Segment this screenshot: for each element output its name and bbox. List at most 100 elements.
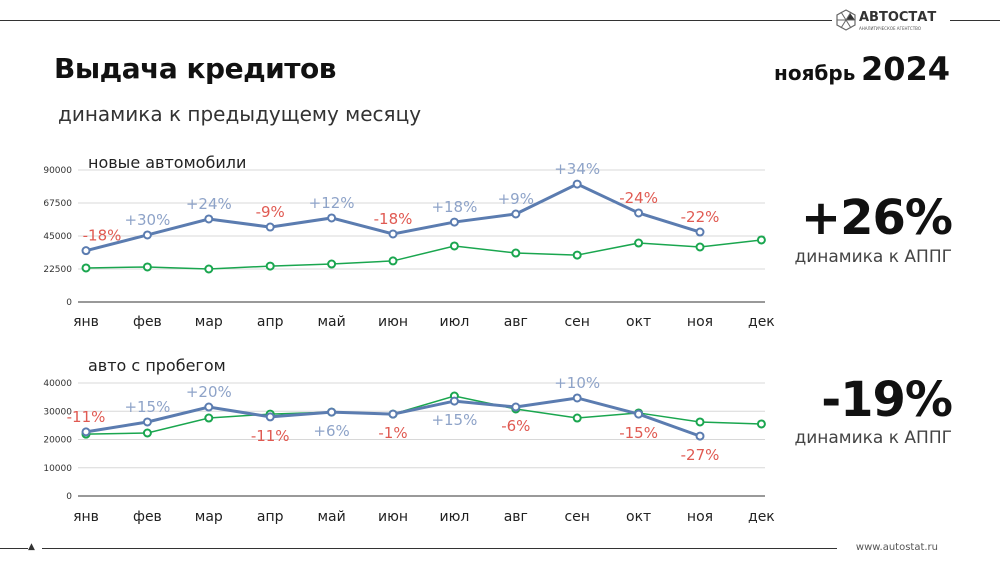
x-tick-label: янв (73, 314, 99, 330)
data-point (634, 238, 644, 248)
data-point (449, 241, 459, 251)
data-point (511, 209, 521, 219)
x-tick-label: июл (439, 314, 469, 330)
data-point (388, 229, 398, 239)
x-tick-label: апр (257, 314, 284, 330)
data-point (388, 409, 398, 419)
data-point (572, 179, 582, 189)
data-point (81, 263, 91, 273)
data-point (265, 261, 275, 271)
data-point (572, 413, 582, 423)
kpi-used-label: динамика к АППГ (794, 428, 952, 448)
data-label: +18% (431, 198, 477, 216)
data-point (142, 262, 152, 272)
x-tick-label: авг (504, 509, 528, 525)
x-tick-label: фев (133, 509, 162, 525)
top-rule (950, 20, 1000, 21)
y-tick-label: 90000 (43, 166, 72, 176)
x-tick-label: июн (378, 509, 408, 525)
data-point (572, 250, 582, 260)
x-tick-label: июл (439, 509, 469, 525)
data-point (695, 431, 705, 441)
data-label: -24% (619, 189, 658, 207)
data-label: -6% (501, 417, 530, 435)
x-tick-label: фев (133, 314, 162, 330)
bottom-rule (42, 548, 837, 549)
x-tick-label: авг (504, 314, 528, 330)
data-label: +6% (313, 422, 349, 440)
y-tick-label: 45000 (43, 232, 72, 242)
data-label: -11% (67, 408, 106, 426)
x-tick-label: сен (564, 509, 589, 525)
x-tick-label: май (317, 314, 345, 330)
chart-2: авто с пробегом 0 10000 20000 30000 40000 янв ф… (43, 356, 774, 525)
y-tick-label: 20000 (43, 436, 72, 446)
x-tick-label: сен (564, 314, 589, 330)
footer-url[interactable]: www.autostat.ru (855, 542, 938, 553)
data-label: +15% (431, 411, 477, 429)
y-tick-label: 10000 (43, 464, 72, 474)
data-label: +9% (498, 190, 534, 208)
data-point (142, 417, 152, 427)
bottom-rule (0, 548, 28, 549)
warning-icon: ▲ (28, 542, 35, 552)
period-month: ноябрь (774, 61, 856, 85)
data-point (756, 235, 766, 245)
series-line (85, 239, 762, 270)
data-point (265, 412, 275, 422)
chart-title: авто с пробегом (88, 356, 226, 375)
data-point (327, 259, 337, 269)
logo-subtext: АНАЛИТИЧЕСКОЕ АГЕНТСТВО (859, 26, 922, 31)
data-label: +34% (554, 160, 600, 178)
data-point (204, 413, 214, 423)
data-point (449, 217, 459, 227)
data-point (511, 402, 521, 412)
chart-title: новые автомобили (88, 153, 246, 172)
data-label: +12% (309, 194, 355, 212)
data-label: -27% (681, 446, 720, 464)
data-point (265, 222, 275, 232)
data-label: +24% (186, 195, 232, 213)
data-point (81, 246, 91, 256)
data-point (204, 214, 214, 224)
y-tick-label: 40000 (43, 379, 72, 389)
autostat-logo: АВТОСТАТ АНАЛИТИЧЕСКОЕ АГЕНТСТВО (834, 8, 950, 34)
data-point (756, 419, 766, 429)
data-label: -15% (619, 424, 658, 442)
data-point (695, 227, 705, 237)
data-label: -1% (378, 424, 407, 442)
x-tick-label: мар (195, 314, 223, 330)
x-tick-label: ноя (687, 509, 713, 525)
data-label: +10% (554, 374, 600, 392)
data-point (204, 402, 214, 412)
data-label: -18% (374, 210, 413, 228)
kpi-used-value: -19% (821, 372, 953, 428)
data-point (388, 256, 398, 266)
page-subtitle: динамика к предыдущему месяцу (58, 102, 422, 126)
y-tick-label: 30000 (43, 407, 72, 417)
data-point (327, 407, 337, 417)
x-tick-label: мар (195, 509, 223, 525)
x-tick-label: апр (257, 509, 284, 525)
logo-icon (836, 9, 856, 31)
x-tick-label: окт (626, 314, 651, 330)
top-rule (0, 20, 832, 21)
data-point (511, 248, 521, 258)
data-point (634, 409, 644, 419)
data-point (81, 427, 91, 437)
x-tick-label: дек (748, 509, 775, 525)
data-label: -18% (83, 227, 122, 245)
logo-text: АВТОСТАТ (859, 10, 937, 25)
x-tick-label: окт (626, 509, 651, 525)
kpi-new-label: динамика к АППГ (794, 247, 952, 267)
period-year: 2024 (860, 50, 950, 88)
y-tick-label: 22500 (43, 265, 72, 275)
x-tick-label: янв (73, 509, 99, 525)
data-point (142, 428, 152, 438)
x-tick-label: ноя (687, 314, 713, 330)
y-tick-label: 0 (66, 492, 72, 502)
x-tick-label: май (317, 509, 345, 525)
y-tick-label: 0 (66, 298, 72, 308)
data-point (142, 230, 152, 240)
